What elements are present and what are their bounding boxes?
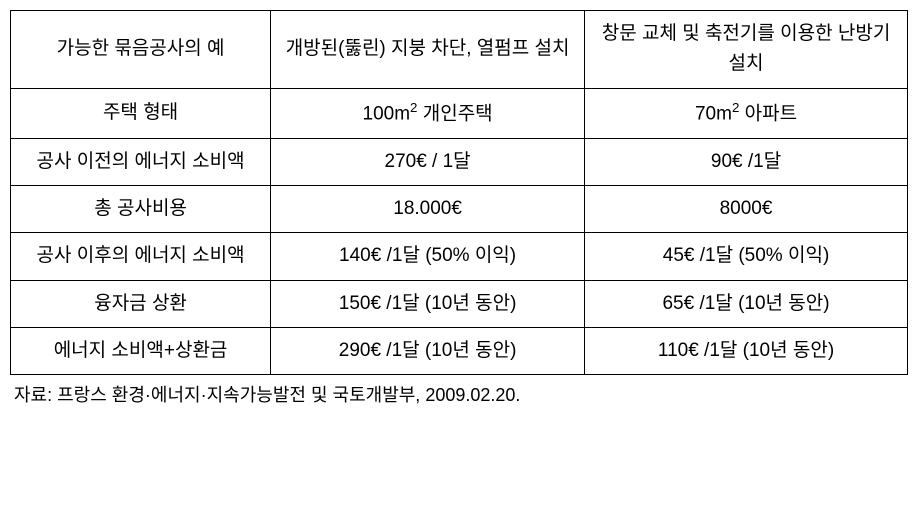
- table-cell-header: 개방된(뚫린) 지붕 차단, 열펌프 설치: [271, 11, 585, 89]
- table-cell-value: 65€ /1달 (10년 동안): [585, 280, 908, 327]
- table-cell-value: 290€ /1달 (10년 동안): [271, 328, 585, 375]
- table-row: 융자금 상환 150€ /1달 (10년 동안) 65€ /1달 (10년 동안…: [11, 280, 908, 327]
- table-row: 에너지 소비액+상환금 290€ /1달 (10년 동안) 110€ /1달 (…: [11, 328, 908, 375]
- table-cell-label: 공사 이전의 에너지 소비액: [11, 138, 271, 185]
- table-cell-label: 융자금 상환: [11, 280, 271, 327]
- table-cell-value: 150€ /1달 (10년 동안): [271, 280, 585, 327]
- table-cell-value: 8000€: [585, 185, 908, 232]
- construction-cost-table: 가능한 묶음공사의 예 개방된(뚫린) 지붕 차단, 열펌프 설치 창문 교체 …: [10, 10, 908, 375]
- table-cell-header: 가능한 묶음공사의 예: [11, 11, 271, 89]
- table-cell-value: 45€ /1달 (50% 이익): [585, 233, 908, 280]
- table-cell-label: 공사 이후의 에너지 소비액: [11, 233, 271, 280]
- table-cell-value: 70m2 아파트: [585, 88, 908, 138]
- table-cell-label: 에너지 소비액+상환금: [11, 328, 271, 375]
- table-cell-value: 140€ /1달 (50% 이익): [271, 233, 585, 280]
- table-cell-label: 총 공사비용: [11, 185, 271, 232]
- table-cell-value: 110€ /1달 (10년 동안): [585, 328, 908, 375]
- table-cell-header: 창문 교체 및 축전기를 이용한 난방기 설치: [585, 11, 908, 89]
- table-row: 가능한 묶음공사의 예 개방된(뚫린) 지붕 차단, 열펌프 설치 창문 교체 …: [11, 11, 908, 89]
- table-row: 주택 형태 100m2 개인주택 70m2 아파트: [11, 88, 908, 138]
- source-text: 자료: 프랑스 환경·에너지·지속가능발전 및 국토개발부, 2009.02.2…: [10, 375, 908, 407]
- table-body: 가능한 묶음공사의 예 개방된(뚫린) 지붕 차단, 열펌프 설치 창문 교체 …: [11, 11, 908, 375]
- table-row: 공사 이전의 에너지 소비액 270€ / 1달 90€ /1달: [11, 138, 908, 185]
- table-cell-value: 270€ / 1달: [271, 138, 585, 185]
- table-cell-value: 90€ /1달: [585, 138, 908, 185]
- table-cell-value: 18.000€: [271, 185, 585, 232]
- table-row: 공사 이후의 에너지 소비액 140€ /1달 (50% 이익) 45€ /1달…: [11, 233, 908, 280]
- table-cell-label: 주택 형태: [11, 88, 271, 138]
- table-row: 총 공사비용 18.000€ 8000€: [11, 185, 908, 232]
- table-cell-value: 100m2 개인주택: [271, 88, 585, 138]
